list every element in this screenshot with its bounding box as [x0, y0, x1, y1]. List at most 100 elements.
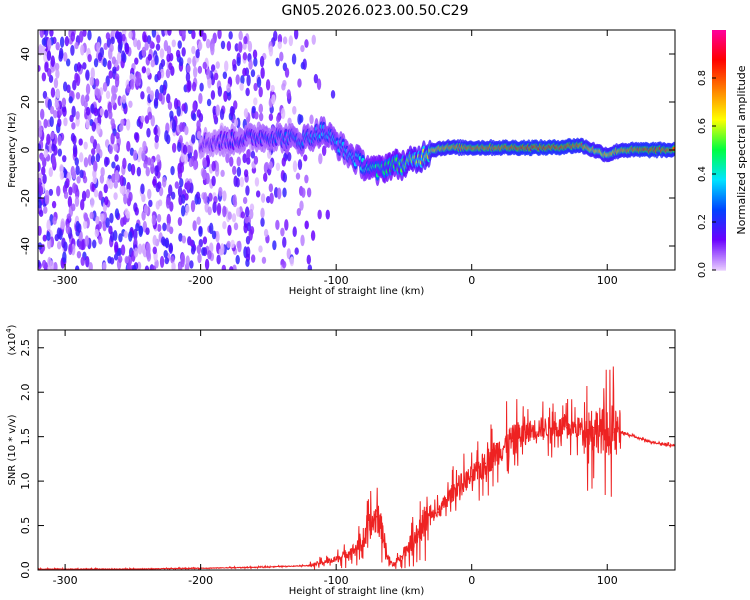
colorbar-cell [712, 264, 726, 267]
heatmap-cell [110, 118, 115, 127]
heatmap-cell [78, 30, 84, 43]
heatmap-cell [212, 105, 217, 116]
colorbar-cell [712, 118, 726, 121]
heatmap-cell [75, 73, 81, 86]
heatmap-cell [263, 228, 269, 238]
heatmap-cells [38, 30, 675, 270]
heatmap-cell [242, 52, 248, 61]
heatmap-cell [280, 107, 286, 120]
heatmap-cell [216, 202, 222, 215]
heatmap-cell [109, 212, 114, 224]
heatmap-cell [105, 32, 111, 40]
heatmap-cell [63, 241, 68, 252]
heatmap-cell [156, 224, 162, 232]
heatmap-cell [260, 193, 266, 203]
colorbar-tick-label: 0.4 [697, 166, 708, 182]
heatmap-cell [311, 34, 316, 45]
colorbar-cell [712, 154, 726, 157]
heatmap-cell [236, 56, 241, 67]
heatmap-cell [126, 263, 132, 270]
heatmap-cell [120, 118, 125, 126]
heatmap-cell [43, 149, 49, 158]
heatmap-cell [202, 246, 208, 257]
colorbar-cell [712, 112, 726, 115]
colorbar-cell [712, 126, 726, 129]
heatmap-cell [165, 68, 171, 79]
snr-data-point [392, 564, 394, 567]
heatmap-cell [127, 162, 132, 172]
heatmap-cell [120, 50, 126, 62]
snr-data-point [348, 551, 351, 554]
heatmap-cell [81, 190, 87, 202]
heatmap-cell [233, 175, 238, 187]
heatmap-cell [282, 172, 288, 183]
heatmap-cell [263, 172, 268, 183]
colorbar-cell [712, 94, 726, 97]
heatmap-cell [235, 254, 240, 265]
heatmap-cell [287, 117, 292, 126]
heatmap-cell [243, 36, 248, 45]
heatmap-cell [65, 223, 71, 235]
heatmap-cell [251, 105, 256, 114]
colorbar-cell [712, 184, 726, 187]
colorbar-cell [712, 250, 726, 253]
snr-data-point [511, 440, 514, 442]
heatmap-cell [128, 31, 133, 39]
heatmap-cell [108, 145, 113, 155]
heatmap-cell [226, 240, 231, 249]
colorbar [712, 30, 726, 271]
heatmap-cell [196, 120, 201, 130]
heatmap-cell [288, 35, 294, 47]
heatmap-cell [38, 199, 42, 209]
colorbar-cell [712, 62, 726, 65]
heatmap-cell [249, 208, 254, 220]
heatmap-cell [265, 79, 271, 91]
heatmap-cell [80, 199, 85, 211]
heatmap-cell [271, 94, 276, 105]
colorbar-tick-label: 0.0 [697, 262, 708, 278]
heatmap-cell [38, 225, 42, 236]
heatmap-cell [76, 62, 82, 72]
colorbar-cell [712, 98, 726, 101]
heatmap-cell [145, 166, 150, 177]
snr-plot-frame [37, 329, 676, 571]
colorbar-cell [712, 208, 726, 211]
colorbar-cell [712, 252, 726, 255]
colorbar-cell [712, 46, 726, 49]
heatmap-cell [87, 154, 93, 166]
heatmap-cell [165, 197, 171, 209]
heatmap-cell [136, 71, 142, 84]
snr-data-point [369, 524, 371, 527]
heatmap-cell [297, 78, 302, 88]
heatmap-cell [188, 158, 194, 168]
heatmap-cell [141, 243, 146, 255]
heatmap-cell [146, 127, 151, 138]
heatmap-cell [130, 78, 135, 90]
heatmap-cell [277, 41, 282, 50]
colorbar-cell [712, 122, 726, 125]
heatmap-cell [177, 40, 182, 49]
heatmap-cell [68, 96, 73, 104]
heatmap-cell [176, 106, 181, 117]
heatmap-cell [133, 247, 139, 258]
heatmap-cell [78, 240, 83, 250]
heatmap-cell [268, 113, 274, 121]
heatmap-cell [80, 44, 85, 56]
heatmap-cell [185, 71, 191, 83]
heatmap-cell [243, 169, 249, 178]
heatmap-cell [162, 176, 167, 188]
snr-data-point [308, 564, 310, 567]
colorbar-cell [712, 190, 726, 193]
colorbar-cell [712, 178, 726, 181]
heatmap-cell [216, 254, 221, 265]
colorbar-cell [712, 152, 726, 155]
heatmap-cell [173, 98, 179, 110]
heatmap-cell [114, 76, 120, 88]
heatmap-cell [144, 41, 149, 51]
heatmap-cell [248, 228, 253, 241]
heatmap-cell [236, 166, 242, 177]
heatmap-cell [140, 115, 145, 123]
heatmap-cell [235, 207, 241, 217]
heatmap-cell [121, 33, 126, 42]
